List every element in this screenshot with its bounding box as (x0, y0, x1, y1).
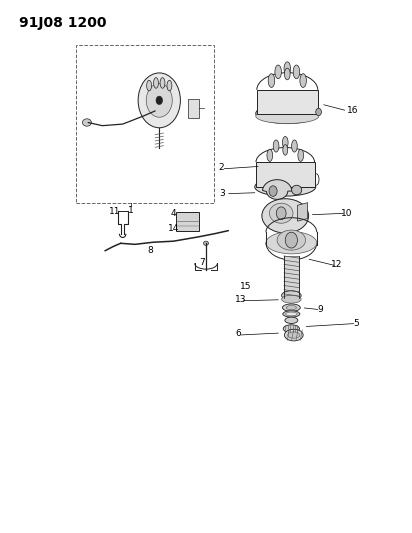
Polygon shape (262, 180, 292, 199)
Ellipse shape (266, 232, 317, 254)
Ellipse shape (286, 312, 297, 316)
Ellipse shape (147, 80, 152, 91)
Ellipse shape (283, 144, 288, 155)
Ellipse shape (256, 109, 319, 124)
Ellipse shape (154, 78, 159, 88)
Bar (188, 99, 199, 118)
Text: 12: 12 (331, 261, 342, 269)
Ellipse shape (283, 325, 300, 333)
Ellipse shape (293, 65, 300, 79)
Text: 91J08 1200: 91J08 1200 (19, 16, 107, 30)
Text: 8: 8 (147, 246, 153, 255)
Ellipse shape (204, 241, 208, 245)
Text: 3: 3 (219, 189, 225, 198)
Ellipse shape (298, 149, 304, 161)
Ellipse shape (160, 78, 165, 88)
Text: 16: 16 (347, 107, 359, 116)
Text: 9: 9 (318, 305, 323, 314)
Ellipse shape (284, 68, 290, 80)
Ellipse shape (273, 140, 279, 152)
Polygon shape (297, 203, 308, 221)
Text: 5: 5 (353, 319, 359, 328)
Circle shape (269, 186, 277, 196)
Ellipse shape (288, 332, 300, 338)
Ellipse shape (256, 103, 319, 124)
Text: 1: 1 (128, 206, 133, 215)
Circle shape (156, 96, 162, 104)
Polygon shape (257, 90, 318, 114)
Ellipse shape (283, 311, 300, 317)
Text: 13: 13 (235, 295, 246, 304)
Bar (284, 256, 299, 298)
Ellipse shape (255, 177, 316, 196)
Ellipse shape (267, 149, 273, 161)
Circle shape (316, 108, 321, 116)
Bar (176, 212, 199, 231)
Ellipse shape (286, 305, 296, 310)
Ellipse shape (262, 199, 309, 233)
Ellipse shape (282, 136, 288, 149)
Ellipse shape (284, 62, 290, 76)
Ellipse shape (281, 295, 301, 303)
Text: 6: 6 (236, 329, 241, 338)
Ellipse shape (281, 291, 301, 300)
Ellipse shape (292, 140, 297, 152)
Text: 14: 14 (168, 224, 179, 233)
Bar (76, 45, 214, 203)
Ellipse shape (284, 329, 303, 341)
Ellipse shape (167, 80, 172, 91)
Text: 11: 11 (109, 207, 120, 216)
Ellipse shape (275, 65, 281, 79)
Ellipse shape (285, 317, 298, 324)
Circle shape (146, 84, 172, 117)
Ellipse shape (282, 304, 300, 311)
Ellipse shape (292, 185, 302, 195)
Circle shape (276, 207, 286, 220)
Ellipse shape (268, 74, 275, 87)
Text: 15: 15 (240, 282, 252, 291)
Text: 4: 4 (171, 209, 176, 217)
Text: 7: 7 (199, 258, 205, 267)
Polygon shape (256, 162, 314, 187)
Ellipse shape (82, 119, 91, 126)
Ellipse shape (277, 230, 306, 250)
Circle shape (285, 232, 297, 248)
Circle shape (138, 73, 180, 128)
Text: 10: 10 (340, 209, 352, 217)
Ellipse shape (269, 203, 293, 223)
Ellipse shape (300, 74, 307, 87)
Text: 2: 2 (219, 163, 224, 172)
